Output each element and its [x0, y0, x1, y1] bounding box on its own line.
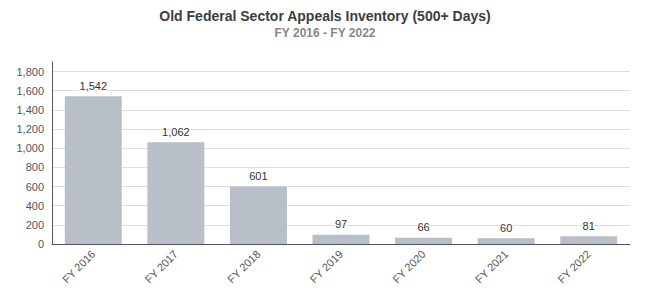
svg-text:Old Federal Sector Appeals Inv: Old Federal Sector Appeals Inventory (50… — [159, 8, 490, 24]
svg-text:1,200: 1,200 — [16, 123, 44, 135]
svg-text:1,800: 1,800 — [16, 66, 44, 78]
svg-text:97: 97 — [335, 218, 347, 230]
svg-text:200: 200 — [26, 219, 44, 231]
svg-text:800: 800 — [26, 161, 44, 173]
svg-text:FY 2022: FY 2022 — [555, 248, 593, 286]
svg-text:FY 2019: FY 2019 — [308, 248, 346, 286]
svg-text:1,542: 1,542 — [80, 80, 108, 92]
svg-text:1,000: 1,000 — [16, 142, 44, 154]
svg-text:FY 2016 - FY 2022: FY 2016 - FY 2022 — [275, 26, 376, 40]
svg-text:FY 2016: FY 2016 — [60, 248, 98, 286]
svg-text:601: 601 — [249, 170, 267, 182]
svg-text:0: 0 — [38, 238, 44, 250]
svg-text:FY 2020: FY 2020 — [390, 248, 428, 286]
svg-text:FY 2018: FY 2018 — [225, 248, 263, 286]
svg-text:1,400: 1,400 — [16, 104, 44, 116]
svg-text:1,600: 1,600 — [16, 85, 44, 97]
svg-text:FY 2017: FY 2017 — [142, 248, 180, 286]
svg-text:60: 60 — [500, 222, 512, 234]
svg-text:81: 81 — [583, 220, 595, 232]
svg-text:1,062: 1,062 — [162, 126, 190, 138]
svg-text:400: 400 — [26, 200, 44, 212]
svg-text:66: 66 — [417, 221, 429, 233]
svg-text:FY 2021: FY 2021 — [473, 248, 511, 286]
svg-text:600: 600 — [26, 181, 44, 193]
